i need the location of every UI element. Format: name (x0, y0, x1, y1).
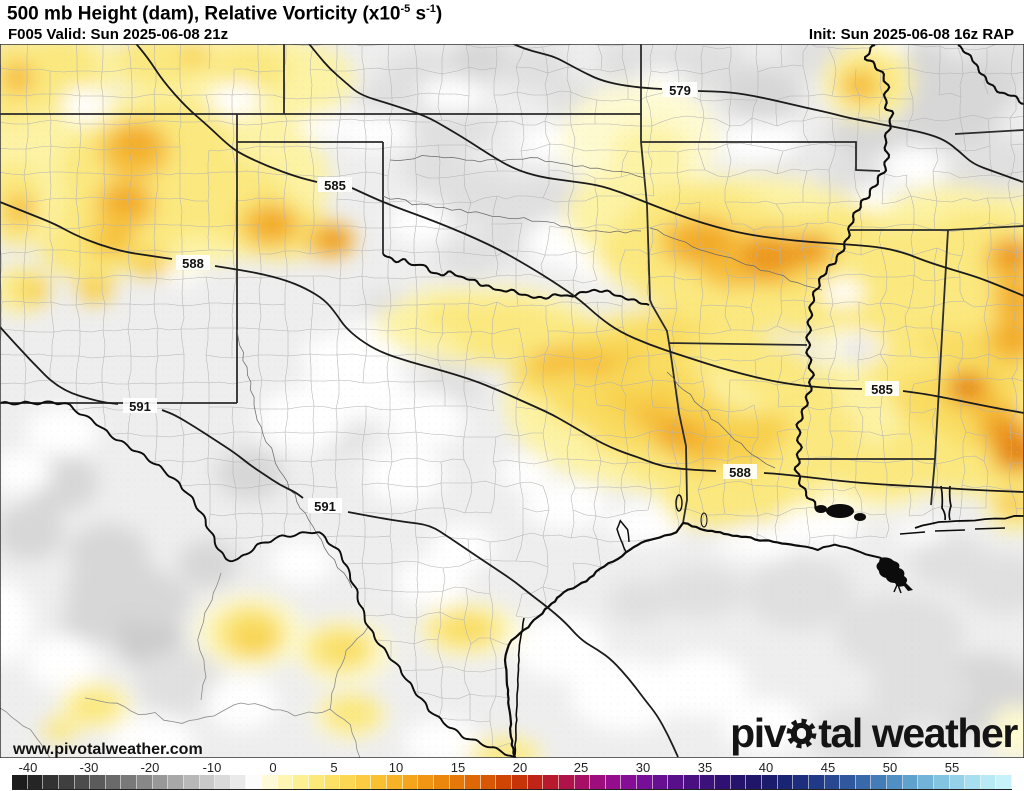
svg-text:585: 585 (871, 382, 893, 397)
svg-text:579: 579 (669, 83, 691, 98)
svg-text:591: 591 (129, 399, 151, 414)
svg-text:588: 588 (182, 256, 204, 271)
svg-text:591: 591 (314, 499, 336, 514)
svg-text:585: 585 (324, 178, 346, 193)
svg-text:588: 588 (729, 465, 751, 480)
